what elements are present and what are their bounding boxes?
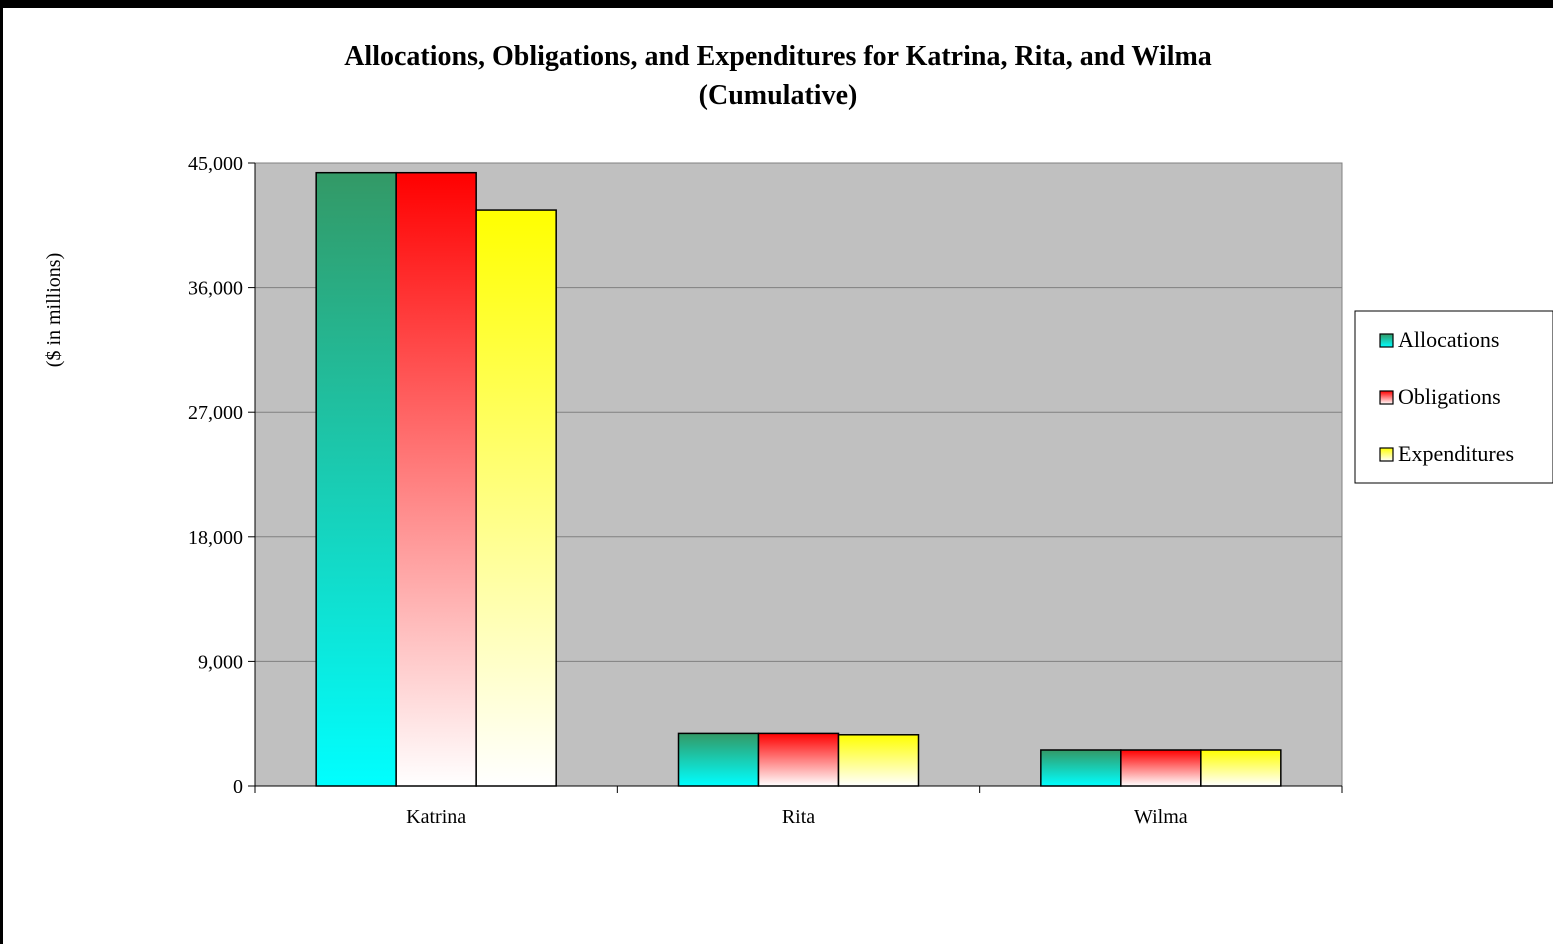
y-axis-label: ($ in millions)	[43, 253, 65, 367]
legend-label-obligations: Obligations	[1398, 384, 1501, 409]
y-tick-label: 18,000	[188, 527, 243, 549]
y-tick-label: 27,000	[188, 402, 243, 424]
plot-area: 0 9,000 18,000 27,000 36,000 45,000 Katrina Rit…	[188, 153, 1343, 828]
x-tick-label: Katrina	[406, 806, 466, 828]
x-tick-label: Wilma	[1134, 806, 1188, 828]
bar-expenditures-wilma	[1200, 749, 1282, 787]
x-tick-label: Rita	[782, 806, 815, 828]
y-tick-label: 45,000	[188, 153, 243, 175]
bar-expenditures-rita	[837, 734, 920, 787]
y-tick-label: 0	[233, 776, 243, 798]
bar-allocations-katrina	[315, 171, 397, 787]
legend-swatch-obligations	[1379, 390, 1394, 405]
legend-label-expenditures: Expenditures	[1398, 441, 1514, 466]
top-border-bar	[0, 0, 1553, 8]
y-tick-label: 36,000	[188, 278, 243, 300]
chart-title-line-1: Allocations, Obligations, and Expenditur…	[344, 41, 1212, 72]
bar-allocations-wilma	[1040, 749, 1122, 787]
legend-label-allocations: Allocations	[1398, 327, 1499, 352]
chart-title-line-2: (Cumulative)	[699, 80, 858, 111]
legend-swatch-expenditures	[1379, 447, 1394, 462]
bar-expenditures-katrina	[475, 209, 557, 787]
bar-obligations-wilma	[1120, 749, 1202, 787]
legend: Allocations Obligations Expenditures	[1354, 310, 1553, 484]
bar-allocations-rita	[677, 732, 760, 787]
legend-swatch-allocations	[1379, 333, 1394, 348]
bar-obligations-rita	[757, 732, 840, 787]
y-tick-label: 9,000	[198, 651, 243, 673]
bar-obligations-katrina	[395, 171, 477, 787]
